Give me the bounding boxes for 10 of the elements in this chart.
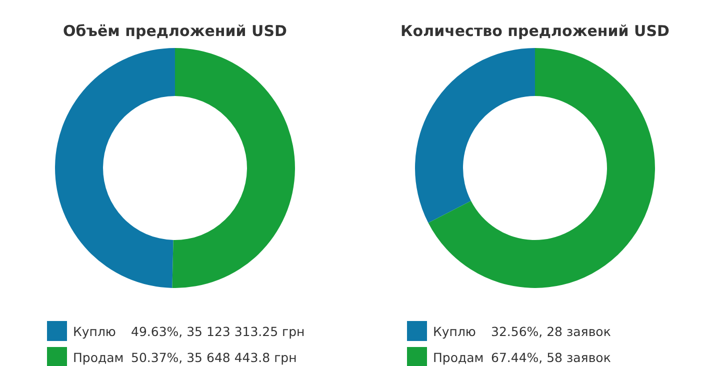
legend-label: Куплю	[73, 324, 117, 338]
data-label: 50.37%, 35 648 443.8 грн	[131, 350, 297, 364]
legend-label: Продам	[73, 350, 125, 364]
chart-title: Объём предложений USD	[62, 22, 288, 40]
chart-title: Количество предложений USD	[400, 22, 670, 40]
legend-label: Продам	[433, 350, 485, 364]
data-label: 49.63%, 35 123 313.25 грн	[131, 324, 305, 338]
data-label: 67.44%, 58 заявок	[491, 350, 611, 364]
legend-label: Куплю	[433, 324, 477, 338]
data-label: 32.56%, 28 заявок	[491, 324, 611, 338]
